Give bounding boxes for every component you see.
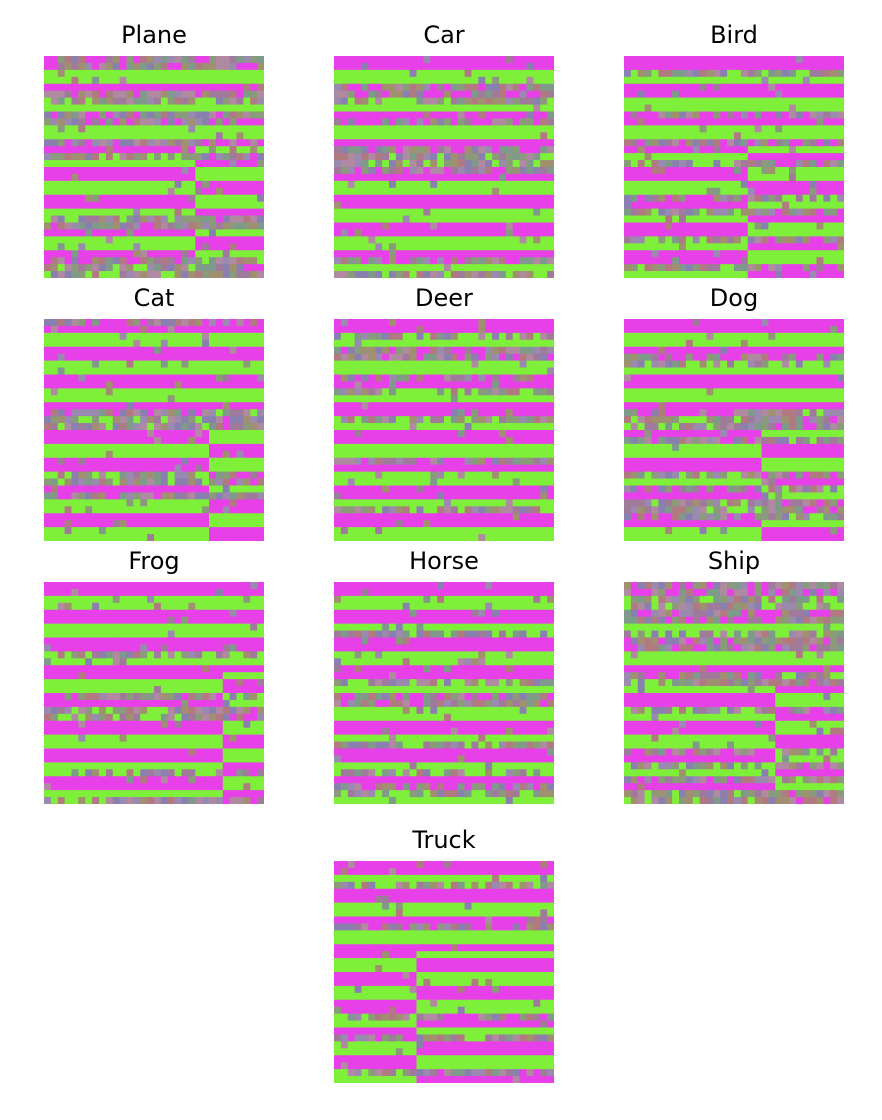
pattern-image — [334, 861, 554, 1083]
panel-ship: Ship — [624, 546, 844, 804]
pattern-image — [44, 319, 264, 541]
panel-truck: Truck — [334, 825, 554, 1083]
panel-label: Bird — [624, 20, 844, 50]
panel-frog: Frog — [44, 546, 264, 804]
panel-dog: Dog — [624, 283, 844, 541]
pattern-image — [624, 319, 844, 541]
panel-label: Horse — [334, 546, 554, 576]
pattern-image — [44, 582, 264, 804]
panel-car: Car — [334, 20, 554, 278]
panel-horse: Horse — [334, 546, 554, 804]
pattern-image — [624, 56, 844, 278]
panel-label: Plane — [44, 20, 264, 50]
pattern-image — [44, 56, 264, 278]
pattern-image — [624, 582, 844, 804]
panel-label: Dog — [624, 283, 844, 313]
pattern-image — [334, 319, 554, 541]
panel-label: Frog — [44, 546, 264, 576]
pattern-image — [334, 56, 554, 278]
panel-label: Deer — [334, 283, 554, 313]
panel-plane: Plane — [44, 20, 264, 278]
pattern-image — [334, 582, 554, 804]
panel-bird: Bird — [624, 20, 844, 278]
panel-label: Truck — [334, 825, 554, 855]
panel-deer: Deer — [334, 283, 554, 541]
panel-label: Cat — [44, 283, 264, 313]
panel-label: Ship — [624, 546, 844, 576]
panel-label: Car — [334, 20, 554, 50]
panel-cat: Cat — [44, 283, 264, 541]
